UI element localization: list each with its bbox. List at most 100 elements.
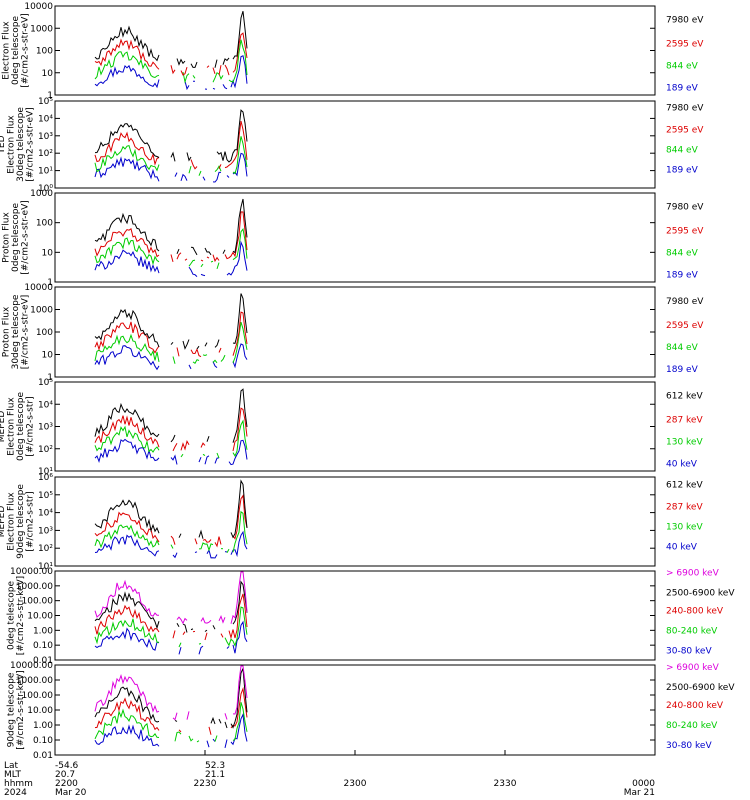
y-tick-label: 10⁴: [38, 114, 53, 124]
legend-entry: 240-800 keV: [666, 701, 724, 711]
y-tick-label: 10²: [38, 544, 53, 554]
series-line: [94, 712, 248, 749]
legend-entry: 2595 eV: [666, 227, 704, 237]
panel-frame: [54, 381, 656, 472]
y-axis-label-line: 0deg telescope: [6, 581, 16, 651]
legend-entry: 30-80 keV: [666, 647, 712, 657]
series-line: [94, 593, 248, 641]
y-tick-label: 10⁵: [38, 378, 53, 388]
y-tick-label: 10000: [24, 283, 53, 293]
y-axis-label-line: TED: [0, 135, 7, 154]
y-tick-label: 10²: [38, 445, 53, 455]
series-line: [94, 620, 248, 655]
y-tick-label: 100: [36, 47, 53, 57]
y-axis-label-line: MEPED: [0, 506, 7, 538]
x-tick-label: Mar 20: [55, 788, 87, 798]
x-axis-labels: Lat -54.6 52.3 MLT 20.7 21.1 hhmm 2200 2230 2300 2…: [4, 750, 656, 798]
legend-entry: 80-240 keV: [666, 721, 718, 731]
y-tick-label: 10: [42, 248, 54, 258]
series-line: [94, 407, 248, 452]
y-axis-label: Proton Flux 0deg telescope [#/cm2-s-str-eV…: [2, 200, 31, 275]
series-line: [94, 228, 248, 270]
y-tick-label: 1000: [30, 189, 53, 199]
panel-frame: [54, 476, 656, 567]
legend-entry: 189 eV: [666, 365, 699, 375]
series-line: [94, 55, 248, 91]
y-axis-label-line: [#/cm2-s-str-eV]: [21, 13, 31, 88]
x-tick-label: 2230: [194, 779, 217, 789]
series-line: [94, 580, 248, 633]
series-line: [94, 479, 248, 539]
y-axis-label-line: MEPED: [0, 411, 7, 443]
y-axis-label: MEPED Electron Flux 0deg telescope [#/cm2-s…: [0, 392, 35, 462]
y-axis-label-line: Electron Flux: [6, 397, 16, 456]
panel-7: 0.010.101.0010.00100.001000.0010000.000d…: [6, 567, 735, 666]
x-tick-label: 20.7: [55, 770, 75, 780]
panel-frame: [54, 286, 656, 378]
legend-entry: 189 eV: [666, 166, 699, 176]
y-tick-label: 1000: [30, 24, 53, 34]
legend-entry: 7980 eV: [666, 203, 704, 213]
y-axis-label-line: Proton Flux: [2, 306, 12, 357]
legend-entry: 844 eV: [666, 146, 699, 156]
legend-entry: 189 eV: [666, 271, 699, 281]
y-axis-label-line: 30deg telescope: [16, 107, 26, 182]
y-axis-label-line: [#/cm2-s-str-eV]: [25, 107, 35, 182]
y-tick-label: 1000.00: [16, 676, 53, 686]
panel-frame: [54, 570, 656, 661]
y-axis-label-line: [#/cm2-s-str-eV]: [21, 295, 31, 370]
y-tick-label: 10³: [38, 526, 53, 536]
legend-entry: 612 keV: [666, 392, 703, 402]
y-tick-label: 10: [42, 69, 54, 79]
y-axis-label-line: 0deg telescope: [11, 16, 21, 86]
legend-entry: 612 keV: [666, 481, 703, 491]
y-tick-label: 10⁴: [38, 400, 53, 410]
y-tick-label: 10⁶: [38, 473, 53, 483]
y-tick-label: 10¹: [38, 467, 53, 477]
legend-entry: > 6900 keV: [666, 663, 720, 673]
y-tick-label: 10⁴: [38, 509, 53, 519]
x-tick-label: 52.3: [205, 761, 225, 771]
x-tick-label: Mar 21: [624, 788, 655, 798]
y-tick-label: 1: [47, 278, 53, 288]
y-tick-label: 10: [42, 351, 54, 361]
y-axis-label-line: 0deg telescope: [16, 392, 26, 462]
legend-entry: > 6900 keV: [666, 569, 720, 579]
legend-entry: 2500-6900 keV: [666, 683, 735, 693]
series-line: [94, 571, 248, 625]
y-tick-label: 10²: [38, 149, 53, 159]
series-line: [94, 343, 248, 371]
x-axis-row-label: MLT: [4, 770, 22, 780]
series-line: [94, 39, 248, 84]
x-axis-row-label: 2024: [4, 788, 27, 798]
panel-frame: [54, 100, 656, 189]
series-line: [94, 606, 248, 648]
legend-entry: 844 eV: [666, 62, 699, 72]
series-line: [94, 668, 248, 729]
y-tick-label: 10⁰: [38, 184, 53, 194]
y-tick-label: 10³: [38, 132, 53, 142]
y-tick-label: 1.00: [33, 721, 53, 731]
y-axis-label-line: 90deg telescope: [16, 484, 26, 559]
y-tick-label: 0.01: [33, 751, 53, 761]
y-axis-label-line: 0deg telescope: [11, 203, 21, 273]
legend-entry: 130 keV: [666, 438, 703, 448]
panel-frame: [54, 192, 656, 283]
legend-entry: 40 keV: [666, 460, 698, 470]
y-tick-label: 10¹: [38, 167, 53, 177]
series-line: [94, 198, 248, 256]
y-axis-label: 0deg telescope [#/cm2-s-str-keV]: [6, 576, 26, 655]
legend-entry: 287 keV: [666, 416, 703, 426]
legend-entry: 844 eV: [666, 249, 699, 259]
y-axis-label-line: 30deg telescope: [11, 294, 21, 369]
series-line: [94, 240, 248, 277]
y-axis-label-line: Electron Flux: [6, 492, 16, 551]
x-tick-label: 21.1: [205, 770, 225, 780]
